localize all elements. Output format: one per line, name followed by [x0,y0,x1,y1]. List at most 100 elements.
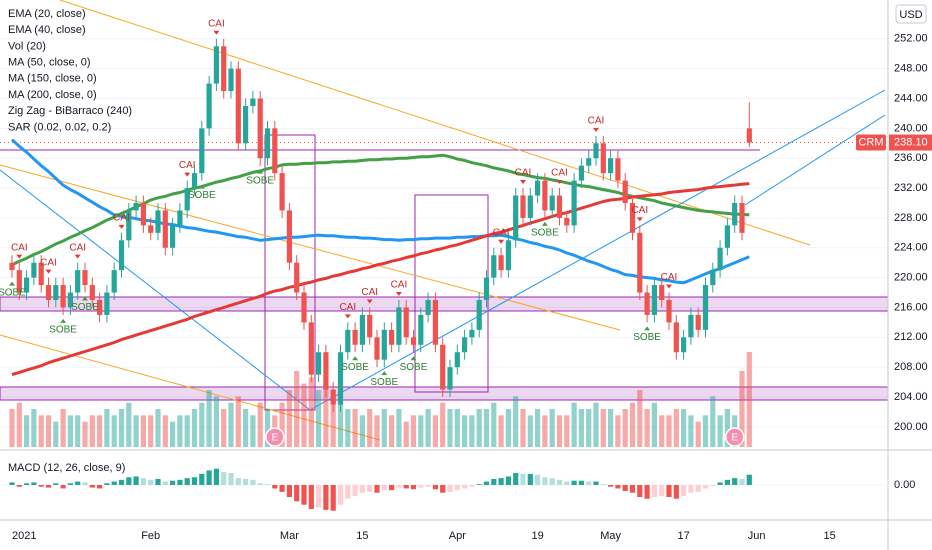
x-tick-label: 17 [677,530,689,542]
candle-body [330,389,336,405]
signal-arrow [636,217,643,222]
volume-bar [9,409,15,447]
candle-body [221,46,227,92]
macd-bar [651,485,657,497]
candle-body [184,188,190,211]
macd-bar [53,483,59,485]
macd-bar [38,485,44,487]
macd-bar [104,483,110,485]
signal-arrow [366,299,373,304]
macd-bar [389,485,395,491]
volume-bar [140,415,146,447]
volume-bar [688,415,694,447]
signal-arrow [352,356,359,361]
macd-bar [571,480,577,485]
signal-arrow [410,356,417,361]
signal-arrow [344,314,351,319]
candle-body [381,329,387,360]
macd-bar [184,478,190,485]
legend-entry: MA (200, close, 0) [8,89,97,101]
candle-body [513,195,519,241]
signal-arrow [198,184,205,189]
volume-bar [637,390,643,447]
macd-bar [374,485,380,493]
trend-line [0,169,311,411]
candle-body [89,285,95,300]
candle-body [389,329,395,345]
candle-body [323,352,329,390]
candle-body [199,128,205,174]
candle-body [556,195,563,218]
volume-bar [600,409,606,447]
signal-arrow [395,292,402,296]
macd-bar [462,485,468,489]
macd-bar [491,479,497,485]
trend-line [59,0,811,246]
candle-body [571,180,577,226]
candle-body [53,285,59,300]
macd-bar [24,483,30,485]
candle-body [264,128,271,159]
legend-entry: EMA (20, close) [8,8,86,20]
candle-body [126,210,132,241]
signal-label: SOBE [49,325,77,336]
signal-label: CAI [493,227,510,238]
candle-body [462,337,468,353]
macd-bar [732,478,738,485]
volume-bar [710,396,716,447]
candle-body [732,202,738,226]
macd-bar [746,474,752,485]
macd-bar [498,478,504,485]
candle-body [316,352,322,375]
candle-body [681,337,687,353]
macd-bar [286,485,292,497]
volume-bar [323,383,329,447]
candle-body [228,68,234,92]
macd-bar [556,479,563,485]
volume-bar [564,415,570,447]
x-tick-label: Mar [280,530,299,542]
signal-arrow [184,172,191,177]
candle-body [60,285,66,308]
trend-line [744,114,886,206]
macd-bar [294,485,300,502]
candle-body [535,180,541,196]
candle-body [133,202,139,211]
candle-body [608,158,614,174]
macd-bar [250,479,256,485]
candle-body [213,46,219,84]
macd-bar [615,485,621,489]
macd-bar [177,479,183,485]
volume-bar [593,402,599,447]
macd-title: MACD (12, 26, close, 9) [8,462,125,474]
candle-body [739,202,745,233]
volume-bar [586,409,592,447]
macd-bar [527,473,533,485]
candle-body [440,344,446,390]
candle-body [345,329,351,353]
y-tick-label: 200.00 [894,421,928,433]
y-tick-label: 244.00 [894,92,928,104]
volume-bar [228,402,234,447]
candle-body [644,292,650,315]
macd-bar [345,485,351,499]
volume-bar [177,415,183,447]
volume-bar [118,409,125,447]
candle-body [498,255,504,271]
zone [0,296,889,312]
macd-bar [586,481,592,485]
macd-bar [257,483,263,485]
volume-bar [257,402,263,447]
x-tick-label: May [600,530,621,542]
signal-arrow [644,326,651,331]
macd-bar [695,485,701,492]
y-tick-label: 232.00 [894,182,928,194]
legend-entry: SAR (0.02, 0.02, 0.2) [8,121,111,133]
y-tick-label: 240.00 [894,122,928,134]
candle-body [688,314,694,338]
macd-bar [578,480,584,485]
macd-bar [75,481,81,485]
volume-bar [440,402,446,447]
macd-bar [323,485,329,510]
volume-bar [608,409,614,447]
